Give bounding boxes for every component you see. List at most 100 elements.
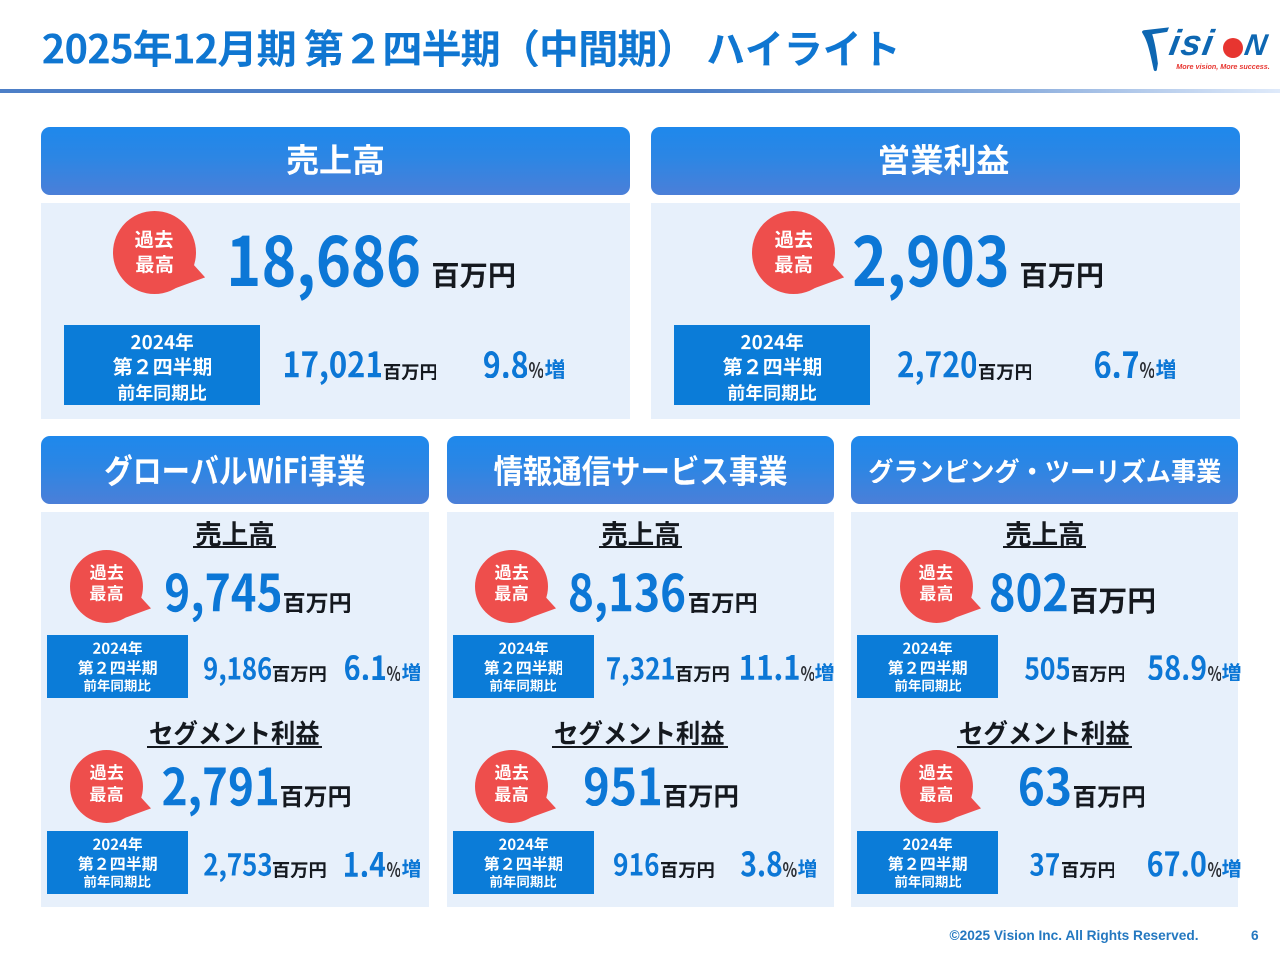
card-ict-sec2-yoy-value: 916 — [614, 852, 659, 876]
card-ict-sec2-badge-line1: 過去 — [494, 764, 528, 781]
card-glamping-sec2-badge-line1: 過去 — [919, 764, 953, 781]
card-op-pct-symbol: % — [1139, 362, 1155, 379]
card-ict-sec1-value: 8,136 — [570, 572, 685, 623]
card-ict-sec1-yoy-value: 7,321 — [606, 656, 674, 686]
card-op-yoy-box-line2: 第２四半期 — [722, 356, 822, 376]
card-glamping-sec1-unit: 百万円 — [1070, 587, 1154, 614]
card-ict-sec1-yoy-box-line2: 第２四半期 — [483, 659, 563, 676]
card-glamping-sec1-pct-symbol: % — [1207, 665, 1222, 681]
card-ict-sec2-badge-line2: 最高 — [494, 785, 528, 803]
card-ict-sec1-yoy-box-line1: 2024年 — [498, 641, 548, 656]
card-glamping-sec1-badge — [899, 549, 981, 623]
card-ict-sec2-label: セグメント利益 — [555, 719, 725, 746]
card-ict-sec2-badge — [474, 750, 556, 823]
card-glamping-sec1-yoy-value: 505 — [1024, 656, 1070, 680]
card-sales-yoy-change: 9.8 — [483, 350, 528, 379]
card-wifi-sec1-yoy-unit: 百万円 — [273, 665, 326, 682]
card-sales-value: 18,686 — [231, 235, 419, 301]
card-op-badge-line2: 最高 — [775, 255, 812, 274]
card-glamping-sec2-pct-symbol: % — [1207, 861, 1222, 877]
card-op-unit: 百万円 — [1020, 263, 1103, 289]
card-ict-sec1-badge-line2: 最高 — [494, 585, 528, 602]
card-glamping-sec2-yoy-box-line3: 前年同期比 — [894, 875, 962, 889]
card-ict-sec1-yoy-change: 11.1 — [741, 655, 800, 681]
card-ict-sec2-yoy-box-line2: 第２四半期 — [483, 856, 563, 872]
card-glamping-sec1-badge-line1: 過去 — [919, 563, 953, 581]
record-badge-bubble — [752, 211, 845, 294]
card-glamping-sec1-label: 売上高 — [1006, 520, 1084, 547]
card-op-value: 2,903 — [854, 235, 1007, 301]
slide-title-suffix: ハイライト — [708, 30, 896, 66]
record-badge-bubble — [474, 549, 556, 623]
record-badge-bubble — [474, 750, 556, 823]
card-sales-yoy-box-line1: 2024年 — [130, 333, 194, 352]
card-wifi-sec2-yoy-box-line1: 2024年 — [92, 837, 143, 852]
card-wifi-sec1-yoy-box-line1: 2024年 — [92, 641, 143, 656]
card-wifi-sec1-value: 9,745 — [165, 572, 280, 623]
card-sales-pct-symbol: % — [528, 362, 544, 379]
card-sales-badge-line2: 最高 — [135, 255, 173, 274]
card-op-increase: 増 — [1155, 359, 1176, 380]
card-ict-sec1-yoy-unit: 百万円 — [676, 665, 729, 682]
card-glamping-title: グランピング・ツーリズム事業 — [868, 457, 1221, 484]
card-glamping-sec2-unit: 百万円 — [1073, 785, 1144, 808]
card-glamping-sec2-yoy-box-line2: 第２四半期 — [888, 856, 968, 872]
card-wifi-sec1-label: 売上高 — [196, 520, 274, 547]
record-badge-bubble — [899, 549, 981, 623]
card-op-yoy-value: 2,720 — [897, 350, 977, 385]
card-glamping-sec2-yoy-box-line1: 2024年 — [903, 837, 953, 852]
card-sales-badge-line1: 過去 — [135, 230, 173, 249]
card-ict-sec2-yoy-change: 3.8 — [741, 851, 782, 877]
record-badge-bubble — [899, 750, 981, 823]
logo-text-mid: isi — [1166, 22, 1219, 64]
card-wifi-sec1-underline — [193, 546, 277, 549]
card-wifi-sec2-badge-line2: 最高 — [90, 785, 124, 803]
card-wifi-title: グローバルWiFi事業 — [104, 454, 365, 487]
card-glamping-sec2-badge-line2: 最高 — [919, 785, 953, 803]
card-glamping-sec2-badge — [899, 750, 981, 823]
card-glamping-sec2-yoy-value: 37 — [1030, 852, 1060, 876]
card-glamping-sec1-underline — [1003, 546, 1087, 549]
card-wifi-sec2-badge — [70, 750, 152, 823]
card-wifi-sec1-yoy-box-line3: 前年同期比 — [84, 679, 151, 692]
card-wifi-sec2-pct-symbol: % — [386, 861, 401, 877]
card-sales-title: 売上高 — [287, 143, 384, 175]
card-glamping-sec1-yoy-box-line2: 第２四半期 — [888, 659, 968, 676]
card-glamping-sec2-underline — [957, 745, 1133, 748]
card-sales-yoy-box-line3: 前年同期比 — [117, 383, 207, 401]
card-wifi-sec2-value: 2,791 — [162, 767, 277, 817]
card-wifi-sec1-pct-symbol: % — [386, 665, 401, 681]
card-ict-sec2-yoy-box-line3: 前年同期比 — [489, 875, 557, 889]
card-glamping-sec2-increase: 増 — [1222, 858, 1241, 878]
card-sales-yoy-box-line2: 第２四半期 — [112, 356, 212, 376]
card-wifi-sec1-yoy-value: 9,186 — [203, 656, 271, 686]
card-ict-sec2-underline — [552, 745, 728, 748]
card-ict-sec2-increase: 増 — [798, 858, 817, 878]
card-glamping-sec2-label: セグメント利益 — [960, 719, 1130, 746]
card-wifi-sec2-unit: 百万円 — [280, 786, 350, 808]
page-number: 6 — [1251, 928, 1259, 943]
card-glamping-sec1-yoy-change: 58.9 — [1148, 654, 1206, 681]
card-wifi-sec2-label: セグメント利益 — [150, 719, 320, 746]
logo-text-end: N — [1241, 28, 1270, 62]
card-glamping-sec1-yoy-unit: 百万円 — [1071, 665, 1125, 682]
card-ict-sec1-badge-line1: 過去 — [494, 563, 528, 581]
card-glamping-header — [851, 436, 1239, 504]
card-ict-sec2-yoy-unit: 百万円 — [661, 861, 714, 879]
card-sales-yoy-value: 17,021 — [284, 350, 382, 385]
slide-title-main: 2025年12月期 第２四半期（中間期） — [43, 28, 670, 68]
card-wifi-sec1-unit: 百万円 — [283, 592, 350, 614]
card-wifi-sec1-increase: 増 — [401, 662, 420, 682]
card-glamping-sec1-badge-line2: 最高 — [919, 585, 953, 602]
card-ict-sec1-unit: 百万円 — [688, 592, 756, 614]
card-glamping-sec2-value: 63 — [1020, 767, 1070, 807]
title-divider — [0, 89, 1280, 93]
card-glamping-sec1-increase: 増 — [1222, 662, 1241, 682]
logo-v-swoosh — [1142, 27, 1169, 72]
card-ict-sec2-value: 951 — [584, 767, 661, 807]
card-wifi-sec1-yoy-change: 6.1 — [345, 654, 386, 681]
card-wifi-sec1-badge — [70, 549, 152, 623]
card-wifi-sec1-yoy-box-line2: 第２四半期 — [78, 659, 157, 676]
card-sales-increase: 増 — [544, 359, 565, 380]
card-wifi-sec2-underline — [147, 745, 323, 748]
